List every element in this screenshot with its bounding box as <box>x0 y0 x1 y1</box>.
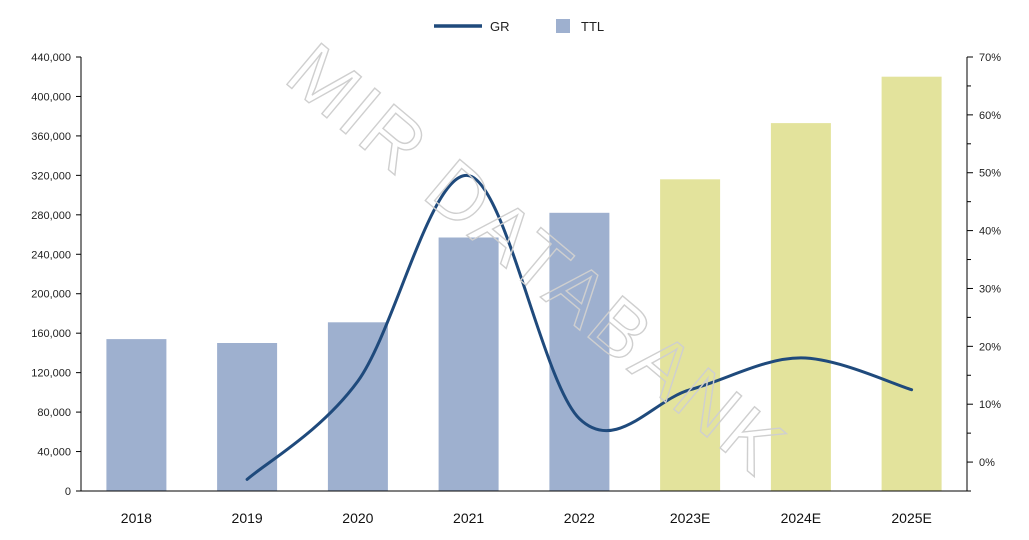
left-tick-label: 280,000 <box>31 210 71 222</box>
x-tick-label: 2025E <box>891 510 931 526</box>
bar-2018 <box>106 339 167 491</box>
legend: GR TTL <box>434 19 604 34</box>
left-tick-label: 440,000 <box>31 52 71 64</box>
right-tick-label: 60% <box>979 110 1001 122</box>
axes-layer: 0 40,000 80,000 120,000 160,000 200,000 240,00… <box>31 52 1001 526</box>
left-tick-label: 240,000 <box>31 249 71 261</box>
legend-gr-label: GR <box>490 19 510 34</box>
left-tick-label: 0 <box>65 486 71 498</box>
bar-2025e <box>881 76 942 491</box>
left-tick-label: 160,000 <box>31 328 71 340</box>
right-tick-label: 50% <box>979 168 1001 180</box>
bar-2019 <box>217 343 278 491</box>
x-tick-label: 2022 <box>564 510 595 526</box>
left-tick-label: 320,000 <box>31 170 71 182</box>
x-tick-label: 2024E <box>781 510 821 526</box>
left-tick-label: 120,000 <box>31 368 71 380</box>
right-tick-label: 30% <box>979 283 1001 295</box>
left-tick-label: 400,000 <box>31 91 71 103</box>
right-tick-label: 20% <box>979 341 1001 353</box>
right-tick-label: 0% <box>979 457 995 469</box>
right-tick-label: 70% <box>979 52 1001 64</box>
gr-line <box>245 174 914 481</box>
left-tick-label: 40,000 <box>37 447 71 459</box>
x-tick-label: 2020 <box>342 510 373 526</box>
bar-2023e <box>660 179 721 492</box>
x-tick-label: 2018 <box>121 510 152 526</box>
x-tick-label: 2019 <box>232 510 263 526</box>
bar-2021 <box>438 237 499 491</box>
left-tick-label: 360,000 <box>31 131 71 143</box>
legend-ttl-label: TTL <box>581 19 604 34</box>
x-tick-label: 2021 <box>453 510 484 526</box>
right-tick-label: 10% <box>979 399 1001 411</box>
left-tick-label: 80,000 <box>37 407 71 419</box>
right-tick-label: 40% <box>979 226 1001 238</box>
legend-ttl-swatch <box>556 19 570 33</box>
bar-2024e <box>770 123 831 491</box>
left-tick-label: 200,000 <box>31 289 71 301</box>
growth-line-layer <box>245 174 914 481</box>
x-tick-label: 2023E <box>670 510 710 526</box>
bar-2022 <box>549 212 610 492</box>
bars-layer <box>106 76 942 492</box>
